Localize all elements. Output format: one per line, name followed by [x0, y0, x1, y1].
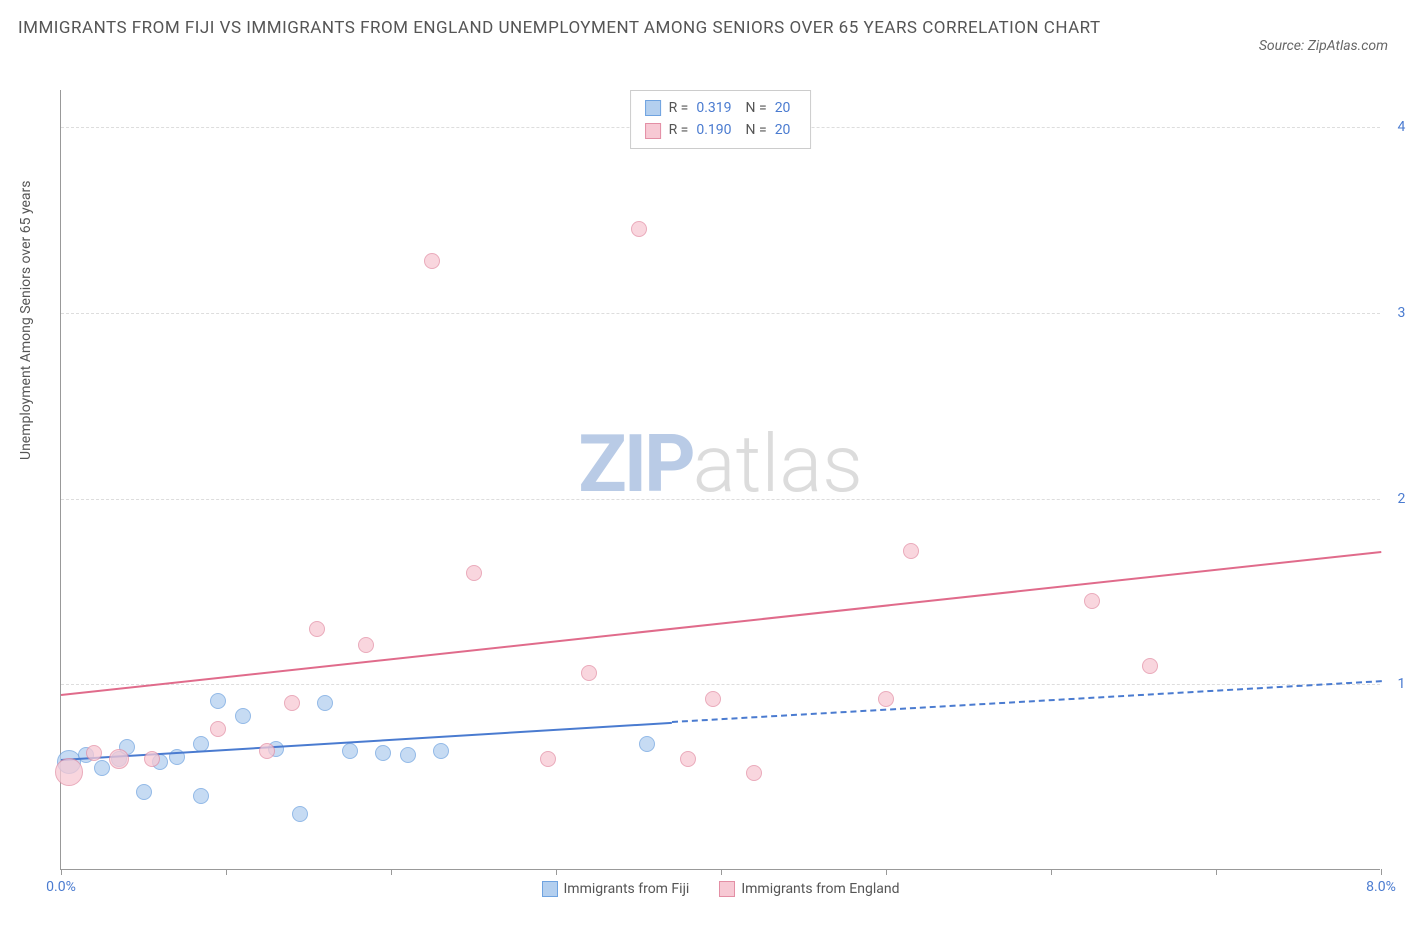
n-value: 20 [775, 119, 791, 141]
scatter-point [193, 788, 209, 804]
gridline [61, 499, 1380, 500]
scatter-point [86, 745, 102, 761]
legend-item: Immigrants from England [719, 881, 899, 897]
n-label: N = [746, 119, 767, 141]
legend-stats: R = 0.319 N = 20 R = 0.190 N = 20 [630, 90, 812, 149]
chart-header: IMMIGRANTS FROM FIJI VS IMMIGRANTS FROM … [0, 0, 1406, 54]
x-tick [226, 869, 227, 875]
scatter-point [705, 691, 721, 707]
y-tick-label: 20.0% [1397, 491, 1406, 507]
x-tick [556, 869, 557, 875]
scatter-point [210, 693, 226, 709]
legend-stat-row: R = 0.190 N = 20 [645, 119, 797, 141]
n-label: N = [746, 97, 767, 119]
r-label: R = [669, 119, 689, 141]
watermark-zip: ZIP [578, 417, 693, 511]
chart-area: ZIPatlas R =0.319N =20R =0.190N =20 Immi… [60, 90, 1380, 870]
scatter-point [375, 745, 391, 761]
scatter-point [94, 760, 110, 776]
scatter-point [309, 621, 325, 637]
x-tick [721, 869, 722, 875]
scatter-point [581, 665, 597, 681]
watermark-atlas: atlas [693, 417, 863, 511]
scatter-point [358, 637, 374, 653]
x-tick-label: 8.0% [1366, 879, 1396, 895]
scatter-point [540, 751, 556, 767]
scatter-point [903, 543, 919, 559]
scatter-point [210, 721, 226, 737]
x-tick [1051, 869, 1052, 875]
scatter-point [144, 751, 160, 767]
x-tick [1381, 869, 1382, 875]
legend-swatch [645, 123, 661, 139]
scatter-point [1084, 593, 1100, 609]
scatter-point [680, 751, 696, 767]
scatter-point [284, 695, 300, 711]
x-tick [61, 869, 62, 875]
watermark: ZIPatlas [578, 417, 863, 511]
plot-region: ZIPatlas R =0.319N =20R =0.190N =20 Immi… [60, 90, 1380, 870]
y-tick-label: 30.0% [1397, 305, 1406, 321]
gridline [61, 684, 1380, 685]
legend-swatch [719, 881, 735, 897]
scatter-point [259, 743, 275, 759]
x-tick-label: 0.0% [46, 879, 76, 895]
legend-swatch [645, 100, 661, 116]
scatter-point [235, 708, 251, 724]
legend-swatch [542, 881, 558, 897]
chart-title: IMMIGRANTS FROM FIJI VS IMMIGRANTS FROM … [18, 16, 1101, 42]
gridline [61, 313, 1380, 314]
legend-label: Immigrants from England [741, 881, 899, 897]
scatter-point [317, 695, 333, 711]
legend-label: Immigrants from Fiji [564, 881, 690, 897]
y-tick-label: 40.0% [1397, 119, 1406, 135]
y-tick-label: 10.0% [1397, 676, 1406, 692]
x-tick [1216, 869, 1217, 875]
scatter-point [424, 253, 440, 269]
scatter-point [878, 691, 894, 707]
legend-item: Immigrants from Fiji [542, 881, 690, 897]
trend-line [61, 551, 1381, 696]
legend-bottom: Immigrants from Fiji Immigrants from Engl… [61, 881, 1380, 897]
x-tick [391, 869, 392, 875]
scatter-point [136, 784, 152, 800]
scatter-point [433, 743, 449, 759]
scatter-point [55, 758, 83, 786]
r-value: 0.319 [696, 97, 731, 119]
scatter-point [639, 736, 655, 752]
scatter-point [400, 747, 416, 763]
trend-line [671, 681, 1381, 724]
scatter-point [292, 806, 308, 822]
scatter-point [631, 221, 647, 237]
r-value: 0.190 [696, 119, 731, 141]
y-axis-label: Unemployment Among Seniors over 65 years [18, 181, 34, 461]
x-tick [886, 869, 887, 875]
source-label: Source: ZipAtlas.com [1259, 38, 1388, 54]
n-value: 20 [775, 97, 791, 119]
scatter-point [342, 743, 358, 759]
scatter-point [466, 565, 482, 581]
scatter-point [1142, 658, 1158, 674]
scatter-point [746, 765, 762, 781]
r-label: R = [669, 97, 689, 119]
legend-stat-row: R = 0.319 N = 20 [645, 97, 797, 119]
scatter-point [109, 749, 129, 769]
